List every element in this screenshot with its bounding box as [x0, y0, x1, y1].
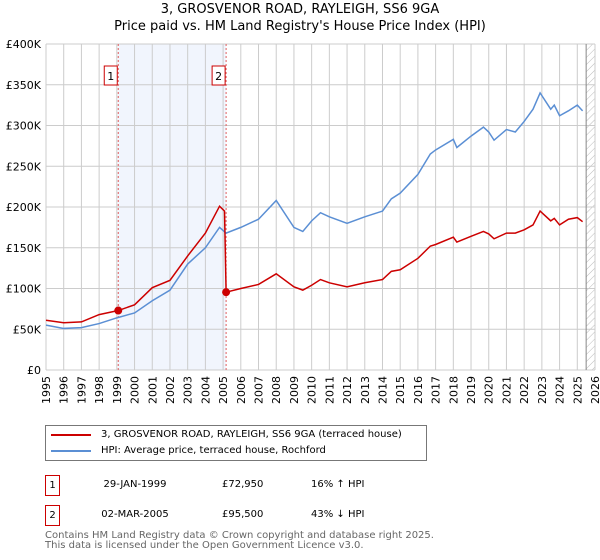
- legend-label-hpi: HPI: Average price, terraced house, Roch…: [101, 445, 326, 456]
- sale-marker-box: [211, 65, 226, 86]
- sale-hpi-diff: 16% ↑ HPI: [311, 479, 365, 490]
- x-tick-label: 2016: [412, 376, 425, 404]
- chart-title: 3, GROSVENOR ROAD, RAYLEIGH, SS6 9GA: [160, 2, 440, 17]
- sale-marker-label: 1: [107, 70, 114, 83]
- x-tick-label: 2018: [447, 376, 460, 404]
- y-tick-label: £200K: [6, 201, 42, 214]
- sale-marker-badge: 1: [45, 475, 60, 496]
- y-tick-label: £250K: [6, 160, 42, 173]
- sale-date: 02-MAR-2005: [101, 509, 169, 520]
- footer-licence: This data is licensed under the Open Gov…: [45, 540, 364, 551]
- y-tick-label: £400K: [6, 38, 42, 51]
- table-row: 1 29-JAN-1999 £72,950 16% ↑ HPI: [45, 475, 445, 496]
- y-tick-label: £150K: [6, 242, 42, 255]
- sale-price: £72,950: [222, 479, 264, 490]
- sale-marker-box: [103, 65, 118, 86]
- x-tick-label: 1999: [111, 376, 124, 404]
- chart-subtitle: Price paid vs. HM Land Registry's House …: [114, 19, 486, 34]
- x-tick-label: 2004: [199, 376, 212, 404]
- x-tick-label: 2015: [394, 376, 407, 404]
- hpi-line: [45, 91, 584, 330]
- sale-marker-label: 2: [215, 70, 222, 83]
- sale-hpi-diff: 43% ↓ HPI: [311, 509, 365, 520]
- x-tick-label: 2022: [518, 376, 531, 404]
- x-tick-label: 2001: [146, 376, 159, 404]
- legend-label-property: 3, GROSVENOR ROAD, RAYLEIGH, SS6 9GA (te…: [101, 429, 402, 440]
- x-tick-label: 1997: [75, 376, 88, 404]
- x-tick-label: 2024: [554, 376, 567, 404]
- sale-point: [222, 288, 231, 297]
- x-tick-label: 2013: [359, 376, 372, 404]
- x-tick-label: 1996: [58, 376, 71, 404]
- x-tick-label: 2014: [376, 376, 389, 404]
- sale-marker-badge: 2: [45, 505, 60, 526]
- price-paid-line: [45, 204, 584, 324]
- x-tick-label: 2007: [253, 376, 266, 404]
- chart-plot: 1995 1996 1997 1998 1999 2000 2001 2002 2003 2004…: [6, 38, 600, 404]
- sale-point: [114, 306, 123, 315]
- x-tick-label: 2026: [589, 376, 600, 404]
- table-row: 2 02-MAR-2005 £95,500 43% ↓ HPI: [45, 505, 445, 526]
- x-tick-label: 1998: [93, 376, 106, 404]
- x-tick-label: 2023: [536, 376, 549, 404]
- footer: Contains HM Land Registry data © Crown c…: [45, 531, 434, 551]
- x-tick-label: 2025: [571, 376, 584, 404]
- legend: 3, GROSVENOR ROAD, RAYLEIGH, SS6 9GA (te…: [45, 425, 427, 461]
- sale-price: £95,500: [222, 509, 264, 520]
- y-tick-label: £0: [27, 364, 41, 377]
- y-tick-label: £100K: [6, 283, 42, 296]
- x-tick-label: 2021: [500, 376, 513, 404]
- x-tick-label: 2002: [164, 376, 177, 404]
- y-tick-label: £350K: [6, 79, 42, 92]
- legend-swatch-hpi: [51, 449, 91, 452]
- x-tick-label: 2000: [129, 376, 142, 404]
- x-tick-label: 2020: [483, 376, 496, 404]
- footer-copyright: Contains HM Land Registry data © Crown c…: [45, 530, 434, 541]
- x-tick-label: 2005: [217, 376, 230, 404]
- x-tick-label: 2003: [182, 376, 195, 404]
- x-tick-label: 2017: [430, 376, 443, 404]
- x-tick-label: 2019: [465, 376, 478, 404]
- x-tick-label: 2006: [235, 376, 248, 404]
- x-tick-label: 1995: [40, 376, 53, 404]
- y-tick-label: £300K: [6, 120, 42, 133]
- sale-date: 29-JAN-1999: [103, 479, 167, 490]
- y-tick-label: £50K: [13, 323, 42, 336]
- x-tick-label: 2010: [306, 376, 319, 404]
- x-tick-label: 2009: [288, 376, 301, 404]
- x-tick-label: 2008: [270, 376, 283, 404]
- x-tick-label: 2012: [341, 376, 354, 404]
- legend-swatch-property: [51, 433, 91, 436]
- x-tick-label: 2011: [323, 376, 336, 404]
